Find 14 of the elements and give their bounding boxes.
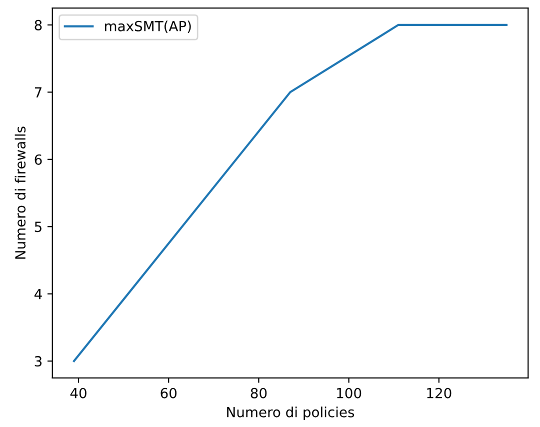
y-tick-label: 7: [34, 87, 42, 98]
y-axis-title: Numero di firewalls: [14, 126, 26, 259]
y-tick-label: 4: [34, 289, 42, 300]
x-tick-label: 100: [337, 388, 362, 398]
x-tick-label: 80: [250, 388, 267, 398]
y-tick-label: 5: [34, 222, 42, 232]
legend-label: maxSMT(AP): [105, 20, 191, 33]
x-tick-label: 60: [160, 388, 177, 398]
x-tick-label: 40: [70, 388, 86, 398]
y-tick-label: 3: [34, 356, 42, 367]
y-tick-label: 6: [34, 154, 42, 165]
y-tick-label: 8: [34, 20, 42, 30]
x-axis-title: Numero di policies: [227, 406, 354, 420]
x-tick-label: 120: [427, 388, 452, 398]
